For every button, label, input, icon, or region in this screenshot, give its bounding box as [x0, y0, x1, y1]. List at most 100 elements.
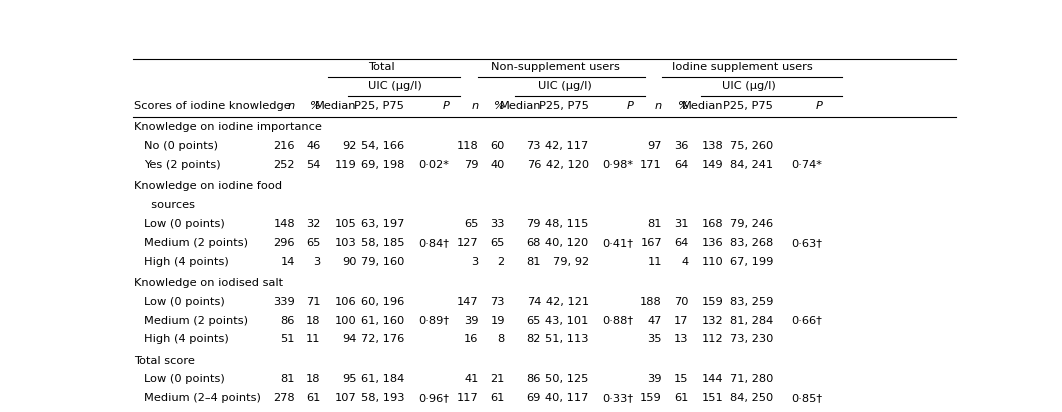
Text: 40, 120: 40, 120 [546, 238, 588, 248]
Text: 65: 65 [464, 219, 478, 229]
Text: 112: 112 [702, 335, 723, 344]
Text: Knowledge on iodised salt: Knowledge on iodised salt [134, 278, 282, 288]
Text: 0·89†: 0·89† [418, 316, 449, 325]
Text: 0·84†: 0·84† [418, 238, 449, 248]
Text: 167: 167 [640, 238, 662, 248]
Text: 86: 86 [527, 375, 541, 384]
Text: P25, P75: P25, P75 [355, 101, 405, 111]
Text: 61, 160: 61, 160 [361, 316, 405, 325]
Text: 159: 159 [702, 297, 723, 307]
Text: Knowledge on iodine food: Knowledge on iodine food [134, 181, 281, 191]
Text: 0·85†: 0·85† [791, 393, 822, 403]
Text: 50, 125: 50, 125 [546, 375, 588, 384]
Text: 97: 97 [648, 141, 662, 151]
Text: 35: 35 [648, 335, 662, 344]
Text: P: P [627, 101, 633, 111]
Text: 73, 230: 73, 230 [730, 335, 773, 344]
Text: 39: 39 [464, 316, 478, 325]
Text: 90: 90 [342, 257, 357, 267]
Text: 54: 54 [306, 160, 321, 170]
Text: 51, 113: 51, 113 [545, 335, 588, 344]
Text: 68: 68 [527, 238, 541, 248]
Text: 3: 3 [472, 257, 478, 267]
Text: 11: 11 [306, 335, 321, 344]
Text: 18: 18 [306, 316, 321, 325]
Text: 32: 32 [306, 219, 321, 229]
Text: 339: 339 [273, 297, 295, 307]
Text: 159: 159 [640, 393, 662, 403]
Text: 43, 101: 43, 101 [546, 316, 588, 325]
Text: 216: 216 [273, 141, 295, 151]
Text: 252: 252 [273, 160, 295, 170]
Text: 0·02*: 0·02* [418, 160, 449, 170]
Text: 48, 115: 48, 115 [546, 219, 588, 229]
Text: 107: 107 [335, 393, 357, 403]
Text: 0·98*: 0·98* [602, 160, 633, 170]
Text: Medium (2 points): Medium (2 points) [144, 316, 249, 325]
Text: 106: 106 [335, 297, 357, 307]
Text: 69, 198: 69, 198 [361, 160, 405, 170]
Text: 42, 120: 42, 120 [546, 160, 588, 170]
Text: 84, 250: 84, 250 [730, 393, 773, 403]
Text: 65: 65 [306, 238, 321, 248]
Text: 18: 18 [306, 375, 321, 384]
Text: 103: 103 [335, 238, 357, 248]
Text: 61, 184: 61, 184 [361, 375, 405, 384]
Text: 144: 144 [702, 375, 723, 384]
Text: 69: 69 [527, 393, 541, 403]
Text: 79: 79 [464, 160, 478, 170]
Text: 71: 71 [306, 297, 321, 307]
Text: P: P [816, 101, 822, 111]
Text: 83, 268: 83, 268 [730, 238, 773, 248]
Text: 42, 121: 42, 121 [546, 297, 588, 307]
Text: P25, P75: P25, P75 [723, 101, 773, 111]
Text: 132: 132 [702, 316, 723, 325]
Text: 19: 19 [491, 316, 504, 325]
Text: Knowledge on iodine importance: Knowledge on iodine importance [134, 122, 322, 132]
Text: 65: 65 [491, 238, 504, 248]
Text: 117: 117 [457, 393, 478, 403]
Text: 47: 47 [648, 316, 662, 325]
Text: Scores of iodine knowledge: Scores of iodine knowledge [134, 101, 290, 111]
Text: Median: Median [499, 101, 541, 111]
Text: UIC (μg/l): UIC (μg/l) [538, 81, 592, 91]
Text: 95: 95 [342, 375, 357, 384]
Text: Yes (2 points): Yes (2 points) [144, 160, 221, 170]
Text: sources: sources [144, 200, 195, 210]
Text: 79: 79 [527, 219, 541, 229]
Text: 33: 33 [491, 219, 504, 229]
Text: 147: 147 [457, 297, 478, 307]
Text: Low (0 points): Low (0 points) [144, 375, 225, 384]
Text: 86: 86 [280, 316, 295, 325]
Text: 0·74*: 0·74* [791, 160, 822, 170]
Text: High (4 points): High (4 points) [144, 257, 229, 267]
Text: 73: 73 [527, 141, 541, 151]
Text: 14: 14 [280, 257, 295, 267]
Text: 40: 40 [491, 160, 504, 170]
Text: Median: Median [682, 101, 723, 111]
Text: 105: 105 [335, 219, 357, 229]
Text: 81: 81 [648, 219, 662, 229]
Text: 4: 4 [681, 257, 688, 267]
Text: n: n [288, 101, 295, 111]
Text: 75, 260: 75, 260 [730, 141, 773, 151]
Text: 8: 8 [497, 335, 504, 344]
Text: 58, 193: 58, 193 [361, 393, 405, 403]
Text: 171: 171 [640, 160, 662, 170]
Text: Median: Median [315, 101, 357, 111]
Text: 61: 61 [491, 393, 504, 403]
Text: 39: 39 [648, 375, 662, 384]
Text: 0·96†: 0·96† [418, 393, 449, 403]
Text: 61: 61 [674, 393, 688, 403]
Text: 151: 151 [702, 393, 723, 403]
Text: 79, 246: 79, 246 [730, 219, 773, 229]
Text: 83, 259: 83, 259 [730, 297, 773, 307]
Text: n: n [472, 101, 478, 111]
Text: 63, 197: 63, 197 [361, 219, 405, 229]
Text: 188: 188 [640, 297, 662, 307]
Text: 0·88†: 0·88† [602, 316, 633, 325]
Text: 67, 199: 67, 199 [730, 257, 773, 267]
Text: n: n [654, 101, 662, 111]
Text: 3: 3 [313, 257, 321, 267]
Text: Low (0 points): Low (0 points) [144, 297, 225, 307]
